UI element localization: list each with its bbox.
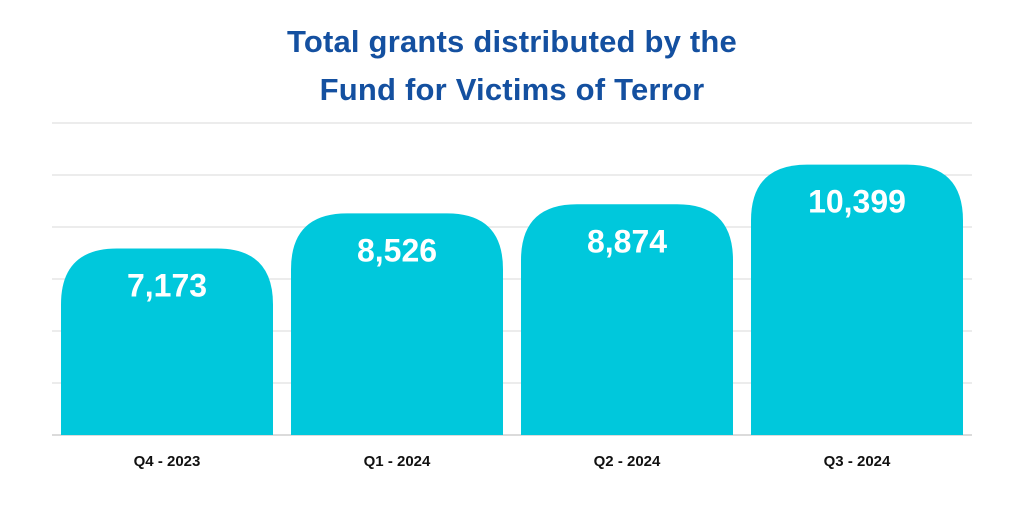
bar-2 (521, 204, 733, 435)
data-label-2: 8,874 (587, 223, 667, 259)
chart-title-line-2: Fund for Victims of Terror (319, 72, 705, 107)
bar-3 (751, 164, 963, 435)
bar-1 (291, 213, 503, 435)
x-tick-label-0: Q4 - 2023 (134, 453, 201, 470)
x-tick-label-3: Q3 - 2024 (824, 453, 891, 470)
chart-title: Total grants distributed by the Fund for… (0, 18, 1024, 114)
data-labels: 7,173 8,526 8,874 10,399 (127, 184, 906, 304)
data-label-0: 7,173 (127, 268, 207, 304)
chart-title-line-1: Total grants distributed by the (287, 24, 737, 59)
data-label-3: 10,399 (808, 184, 906, 220)
bars (61, 164, 963, 435)
bar-0 (61, 248, 273, 435)
x-axis-ticks: Q4 - 2023 Q1 - 2024 Q2 - 2024 Q3 - 2024 (134, 453, 891, 470)
x-tick-label-2: Q2 - 2024 (594, 453, 661, 470)
data-label-1: 8,526 (357, 232, 437, 268)
x-tick-label-1: Q1 - 2024 (364, 453, 431, 470)
